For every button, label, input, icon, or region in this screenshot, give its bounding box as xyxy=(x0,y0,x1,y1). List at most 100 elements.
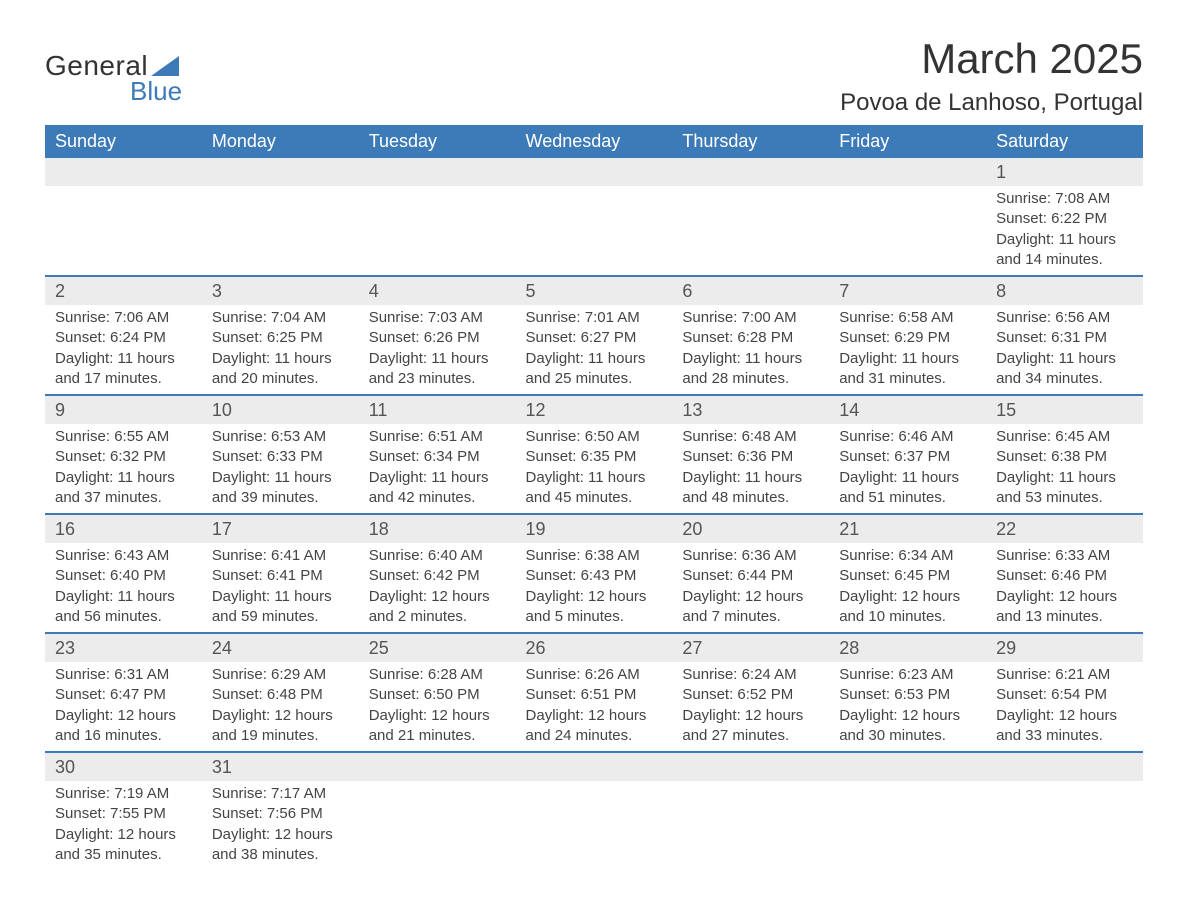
day-number-cell: 5 xyxy=(516,276,673,305)
calendar-body: 1 Sunrise: 7:08 AMSunset: 6:22 PMDayligh… xyxy=(45,158,1143,870)
calendar-header-row: Sunday Monday Tuesday Wednesday Thursday… xyxy=(45,125,1143,158)
day-content-cell xyxy=(829,781,986,870)
day-details: Sunrise: 6:31 AMSunset: 6:47 PMDaylight:… xyxy=(45,662,202,751)
day-number: 19 xyxy=(516,515,673,543)
daylight-text-1: Daylight: 11 hours xyxy=(682,349,819,369)
day-number: 21 xyxy=(829,515,986,543)
day-number: 28 xyxy=(829,634,986,662)
calendar-content-row: Sunrise: 6:43 AMSunset: 6:40 PMDaylight:… xyxy=(45,543,1143,633)
day-content-cell: Sunrise: 6:21 AMSunset: 6:54 PMDaylight:… xyxy=(986,662,1143,752)
calendar-content-row: Sunrise: 6:55 AMSunset: 6:32 PMDaylight:… xyxy=(45,424,1143,514)
title-area: March 2025 Povoa de Lanhoso, Portugal xyxy=(840,35,1143,117)
daylight-text-1: Daylight: 11 hours xyxy=(212,468,349,488)
empty-day-content xyxy=(829,811,986,839)
day-details: Sunrise: 6:56 AMSunset: 6:31 PMDaylight:… xyxy=(986,305,1143,394)
day-number: 18 xyxy=(359,515,516,543)
day-details: Sunrise: 7:03 AMSunset: 6:26 PMDaylight:… xyxy=(359,305,516,394)
day-number: 5 xyxy=(516,277,673,305)
empty-day-content xyxy=(359,811,516,839)
day-content-cell: Sunrise: 7:04 AMSunset: 6:25 PMDaylight:… xyxy=(202,305,359,395)
sunset-text: Sunset: 6:33 PM xyxy=(212,447,349,467)
daylight-text-2: and 14 minutes. xyxy=(996,250,1133,270)
day-number: 29 xyxy=(986,634,1143,662)
day-details: Sunrise: 6:26 AMSunset: 6:51 PMDaylight:… xyxy=(516,662,673,751)
daylight-text-2: and 53 minutes. xyxy=(996,488,1133,508)
day-details: Sunrise: 7:00 AMSunset: 6:28 PMDaylight:… xyxy=(672,305,829,394)
daylight-text-2: and 48 minutes. xyxy=(682,488,819,508)
sunrise-text: Sunrise: 6:31 AM xyxy=(55,665,192,685)
sunrise-text: Sunrise: 7:00 AM xyxy=(682,308,819,328)
day-number-cell xyxy=(829,158,986,186)
daylight-text-1: Daylight: 11 hours xyxy=(996,230,1133,250)
daylight-text-2: and 25 minutes. xyxy=(526,369,663,389)
empty-day-number xyxy=(986,753,1143,781)
day-number-cell: 28 xyxy=(829,633,986,662)
day-details: Sunrise: 7:17 AMSunset: 7:56 PMDaylight:… xyxy=(202,781,359,870)
sunset-text: Sunset: 6:47 PM xyxy=(55,685,192,705)
day-number-cell xyxy=(516,752,673,781)
sunset-text: Sunset: 6:48 PM xyxy=(212,685,349,705)
daylight-text-2: and 51 minutes. xyxy=(839,488,976,508)
sunset-text: Sunset: 6:44 PM xyxy=(682,566,819,586)
daylight-text-2: and 39 minutes. xyxy=(212,488,349,508)
empty-day-number xyxy=(359,158,516,186)
sunrise-text: Sunrise: 7:04 AM xyxy=(212,308,349,328)
day-content-cell: Sunrise: 6:50 AMSunset: 6:35 PMDaylight:… xyxy=(516,424,673,514)
day-number-cell: 2 xyxy=(45,276,202,305)
day-content-cell: Sunrise: 6:55 AMSunset: 6:32 PMDaylight:… xyxy=(45,424,202,514)
day-content-cell xyxy=(202,186,359,276)
sunset-text: Sunset: 6:34 PM xyxy=(369,447,506,467)
day-details: Sunrise: 6:43 AMSunset: 6:40 PMDaylight:… xyxy=(45,543,202,632)
daylight-text-2: and 28 minutes. xyxy=(682,369,819,389)
day-number-cell: 24 xyxy=(202,633,359,662)
day-details: Sunrise: 7:19 AMSunset: 7:55 PMDaylight:… xyxy=(45,781,202,870)
sunset-text: Sunset: 6:22 PM xyxy=(996,209,1133,229)
sunrise-text: Sunrise: 7:01 AM xyxy=(526,308,663,328)
daylight-text-1: Daylight: 12 hours xyxy=(369,587,506,607)
calendar-daynum-row: 16171819202122 xyxy=(45,514,1143,543)
day-content-cell: Sunrise: 6:36 AMSunset: 6:44 PMDaylight:… xyxy=(672,543,829,633)
day-number: 13 xyxy=(672,396,829,424)
daylight-text-1: Daylight: 11 hours xyxy=(212,349,349,369)
day-header-fri: Friday xyxy=(829,125,986,158)
sunrise-text: Sunrise: 6:28 AM xyxy=(369,665,506,685)
day-content-cell xyxy=(359,186,516,276)
sunrise-text: Sunrise: 6:40 AM xyxy=(369,546,506,566)
day-number-cell: 31 xyxy=(202,752,359,781)
day-number: 11 xyxy=(359,396,516,424)
day-number: 2 xyxy=(45,277,202,305)
daylight-text-1: Daylight: 11 hours xyxy=(996,349,1133,369)
empty-day-content xyxy=(672,216,829,244)
empty-day-number xyxy=(672,158,829,186)
daylight-text-2: and 10 minutes. xyxy=(839,607,976,627)
day-details: Sunrise: 6:33 AMSunset: 6:46 PMDaylight:… xyxy=(986,543,1143,632)
day-content-cell: Sunrise: 6:38 AMSunset: 6:43 PMDaylight:… xyxy=(516,543,673,633)
daylight-text-2: and 33 minutes. xyxy=(996,726,1133,746)
sunset-text: Sunset: 6:31 PM xyxy=(996,328,1133,348)
day-content-cell: Sunrise: 6:23 AMSunset: 6:53 PMDaylight:… xyxy=(829,662,986,752)
day-content-cell: Sunrise: 6:34 AMSunset: 6:45 PMDaylight:… xyxy=(829,543,986,633)
day-content-cell xyxy=(359,781,516,870)
day-number-cell: 20 xyxy=(672,514,829,543)
day-details: Sunrise: 6:36 AMSunset: 6:44 PMDaylight:… xyxy=(672,543,829,632)
daylight-text-2: and 59 minutes. xyxy=(212,607,349,627)
daylight-text-1: Daylight: 12 hours xyxy=(369,706,506,726)
day-content-cell xyxy=(516,781,673,870)
calendar-daynum-row: 2345678 xyxy=(45,276,1143,305)
sunset-text: Sunset: 6:54 PM xyxy=(996,685,1133,705)
day-content-cell: Sunrise: 6:41 AMSunset: 6:41 PMDaylight:… xyxy=(202,543,359,633)
daylight-text-2: and 20 minutes. xyxy=(212,369,349,389)
sunrise-text: Sunrise: 6:56 AM xyxy=(996,308,1133,328)
day-content-cell: Sunrise: 6:46 AMSunset: 6:37 PMDaylight:… xyxy=(829,424,986,514)
day-details: Sunrise: 6:58 AMSunset: 6:29 PMDaylight:… xyxy=(829,305,986,394)
empty-day-content xyxy=(359,216,516,244)
day-content-cell: Sunrise: 6:58 AMSunset: 6:29 PMDaylight:… xyxy=(829,305,986,395)
daylight-text-1: Daylight: 12 hours xyxy=(55,825,192,845)
daylight-text-2: and 37 minutes. xyxy=(55,488,192,508)
sunrise-text: Sunrise: 6:48 AM xyxy=(682,427,819,447)
empty-day-content xyxy=(516,216,673,244)
day-content-cell xyxy=(45,186,202,276)
daylight-text-2: and 17 minutes. xyxy=(55,369,192,389)
calendar-content-row: Sunrise: 6:31 AMSunset: 6:47 PM Daylight:… xyxy=(45,662,1143,752)
day-number: 24 xyxy=(202,634,359,662)
